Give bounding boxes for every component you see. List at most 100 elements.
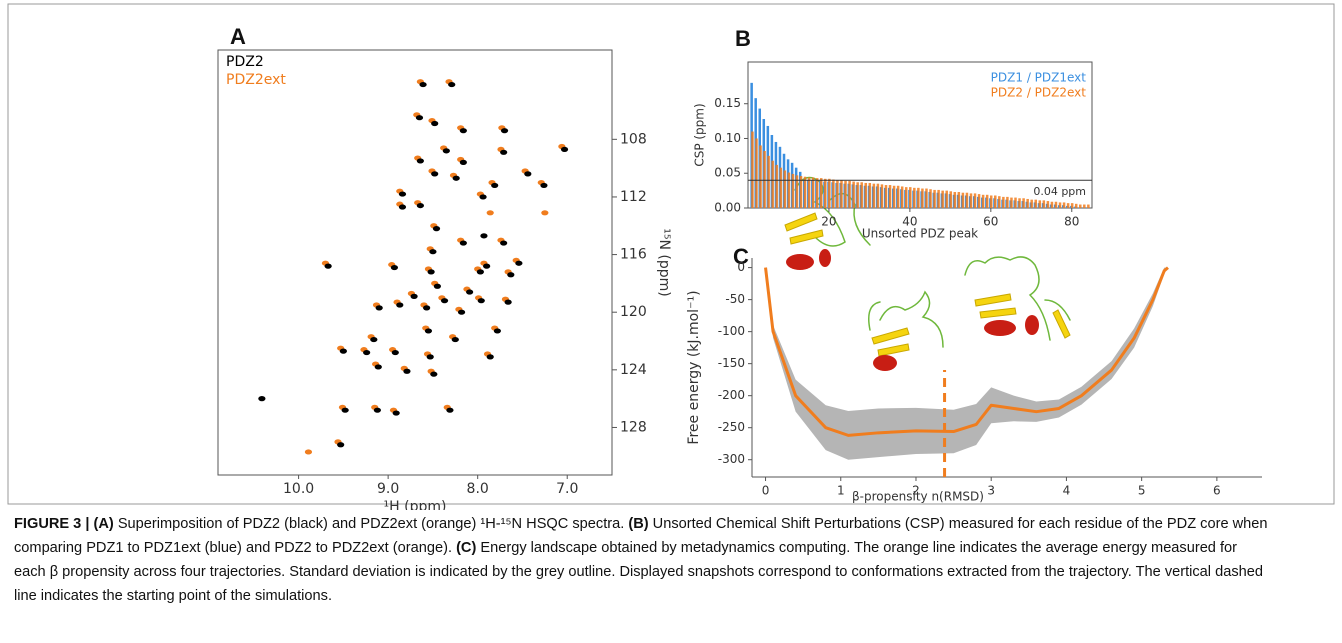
peak	[398, 191, 407, 197]
peak	[541, 210, 549, 216]
bar	[1010, 197, 1013, 208]
panel-label: C	[733, 244, 749, 269]
peak	[431, 171, 439, 177]
peak	[457, 309, 466, 315]
y-tick-label: -50	[725, 292, 745, 306]
bar	[803, 176, 807, 208]
panel-label: B	[735, 26, 751, 51]
y-tick-label: 112	[620, 189, 647, 205]
snapshot-coil	[868, 290, 944, 348]
bar	[998, 196, 1001, 208]
caption-text: Unsorted Chemical Shift Perturbations (C…	[14, 516, 1268, 556]
peak	[466, 289, 474, 295]
peak	[403, 368, 411, 374]
panel-label: A	[230, 24, 246, 49]
peak	[451, 336, 459, 343]
peak	[430, 371, 438, 377]
peak	[440, 298, 449, 304]
bar	[969, 193, 973, 208]
bar	[751, 131, 754, 208]
bar	[868, 182, 872, 208]
peak	[415, 115, 424, 121]
legend-entry: PDZ2ext	[226, 72, 286, 88]
peak	[500, 149, 508, 155]
snapshot-helix	[984, 320, 1016, 336]
bar	[921, 188, 924, 208]
x-tick-label: 60	[983, 215, 998, 229]
snapshot-helix	[873, 355, 897, 371]
bar	[1054, 201, 1058, 208]
peak	[483, 263, 491, 269]
bar	[1006, 196, 1009, 208]
peak	[452, 175, 460, 181]
bar	[1083, 204, 1086, 208]
peak	[375, 305, 383, 311]
snapshots	[784, 176, 1071, 371]
bar	[787, 172, 791, 208]
bar	[1066, 203, 1070, 208]
peak	[426, 354, 434, 360]
bar	[1046, 201, 1050, 208]
peak	[339, 348, 347, 354]
y-tick-label: 0.05	[714, 166, 741, 180]
peak	[442, 148, 450, 154]
bar	[965, 192, 969, 208]
peak	[390, 264, 399, 271]
bar	[925, 188, 928, 208]
bar	[1087, 204, 1090, 208]
x-tick-label: 9.0	[377, 481, 399, 497]
peak	[424, 328, 433, 334]
peak	[419, 81, 427, 88]
y-tick-label: -250	[718, 420, 745, 434]
peak	[500, 240, 508, 246]
figure-caption: FIGURE 3 | (A) Superimposition of PDZ2 (…	[14, 512, 1272, 608]
peak	[459, 159, 467, 165]
bar	[1058, 202, 1062, 208]
bar	[759, 145, 762, 208]
y-tick-label: 108	[620, 131, 647, 147]
bar	[896, 185, 900, 208]
bar	[888, 185, 892, 208]
peak	[392, 410, 400, 416]
bar	[957, 192, 961, 208]
bar	[977, 194, 981, 208]
bar	[832, 179, 835, 208]
bar	[876, 183, 880, 208]
bar	[1002, 196, 1005, 208]
bar	[779, 167, 783, 208]
bar	[900, 186, 904, 208]
y-tick-label: 0	[737, 260, 745, 274]
bar	[799, 176, 803, 208]
x-tick-label: 10.0	[283, 481, 314, 497]
caption-text: Energy landscape obtained by metadynamic…	[14, 540, 1263, 604]
peak	[476, 269, 484, 275]
peak	[258, 396, 266, 402]
peak	[324, 263, 332, 269]
bar	[973, 193, 977, 208]
peak	[391, 349, 399, 356]
bar	[767, 155, 770, 208]
bar	[1026, 198, 1029, 208]
bar	[1079, 204, 1082, 208]
bar	[933, 189, 936, 208]
threshold-label: 0.04 ppm	[1033, 185, 1086, 198]
bar	[848, 180, 851, 208]
bar	[1034, 199, 1037, 208]
caption-text: (C)	[456, 540, 477, 556]
peak	[370, 336, 378, 343]
y-tick-label: 0.00	[714, 201, 741, 215]
x-tick-label: 80	[1064, 215, 1079, 229]
y-tick-label: 0.15	[714, 96, 741, 110]
bar	[1062, 202, 1066, 208]
bar	[1018, 198, 1021, 208]
x-tick-label: 0	[762, 484, 770, 498]
snapshot-helix	[786, 254, 814, 270]
bar	[880, 184, 884, 208]
peak	[446, 407, 454, 413]
y-axis-title: ¹⁵N (ppm)	[656, 228, 672, 296]
legend-entry: PDZ2 / PDZ2ext	[991, 86, 1087, 100]
peak	[459, 240, 467, 246]
x-tick-label: 20	[821, 215, 836, 229]
peak	[410, 293, 418, 299]
legend-entry: PDZ1 / PDZ1ext	[991, 71, 1087, 85]
